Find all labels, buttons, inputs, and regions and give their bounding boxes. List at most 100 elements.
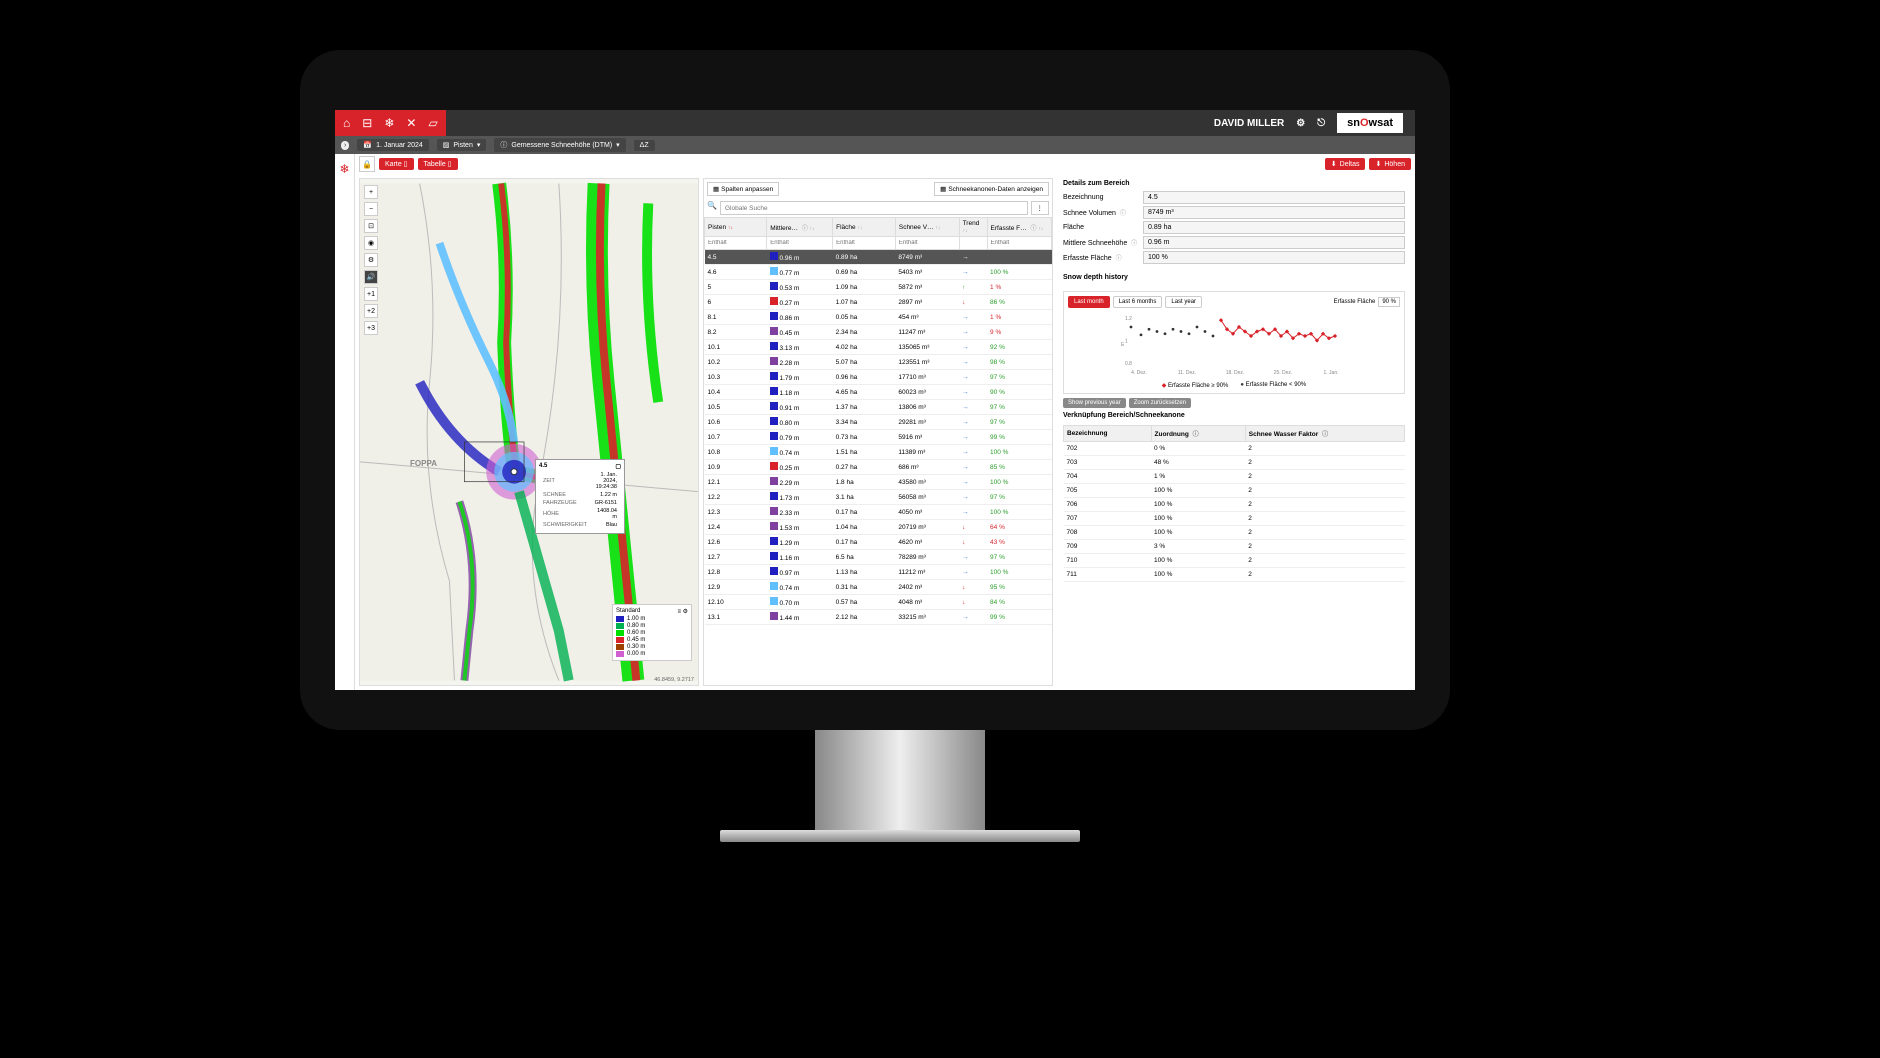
plus1[interactable]: +1 xyxy=(364,287,378,301)
svg-text:4. Dez.: 4. Dez. xyxy=(1131,370,1147,376)
tab-karte[interactable]: Karte ▯ xyxy=(379,158,414,170)
table-row[interactable]: 12.9 0.74 m0.31 ha2402 m³↓95 % xyxy=(705,580,1052,595)
table-row[interactable]: 12.2 1.73 m3.1 ha56058 m³→97 % xyxy=(705,490,1052,505)
snowflake-rail-icon[interactable]: ❄ xyxy=(335,162,354,176)
locate[interactable]: ◉ xyxy=(364,236,378,250)
delta-z[interactable]: ΔZ xyxy=(634,140,655,151)
svg-text:11. Dez.: 11. Dez. xyxy=(1178,370,1196,376)
link-row[interactable]: 705100 %2 xyxy=(1064,484,1405,498)
map-label-foppa: FOPPA xyxy=(410,459,437,468)
filter-3[interactable] xyxy=(897,238,958,248)
map-panel[interactable]: FOPPA + − ⊡ ◉ ⚙ 🔊 +1 +2 +3 xyxy=(359,178,699,686)
global-search[interactable] xyxy=(720,201,1028,215)
col-3[interactable]: Schnee V… ↑↓ xyxy=(895,218,959,237)
tools-icon[interactable]: ✕ xyxy=(406,116,416,130)
table-row[interactable]: 10.4 1.18 m4.65 ha60023 m³→90 % xyxy=(705,385,1052,400)
table-row[interactable]: 12.1 2.29 m1.8 ha43580 m³→100 % xyxy=(705,475,1052,490)
table-row[interactable]: 6 0.27 m1.07 ha2897 m³↓86 % xyxy=(705,295,1052,310)
zoom-in[interactable]: + xyxy=(364,185,378,199)
svg-text:1. Jan.: 1. Jan. xyxy=(1323,370,1338,376)
table-row[interactable]: 10.8 0.74 m1.51 ha11389 m³→100 % xyxy=(705,445,1052,460)
filter-bar: › 📅 1. Januar 2024 ▨ Pisten ▾ ⓘ Gemessen… xyxy=(335,136,1415,154)
table-row[interactable]: 12.4 1.53 m1.04 ha20719 m³↓64 % xyxy=(705,520,1052,535)
table-row[interactable]: 12.6 1.29 m0.17 ha4620 m³↓43 % xyxy=(705,535,1052,550)
link-row[interactable]: 706100 %2 xyxy=(1064,498,1405,512)
table-row[interactable]: 12.7 1.16 m6.5 ha78289 m³→97 % xyxy=(705,550,1052,565)
link-row[interactable]: 708100 %2 xyxy=(1064,526,1405,540)
col-1[interactable]: Mittlere… ↑↓ xyxy=(767,218,833,237)
chart-title: Snow depth history xyxy=(1063,274,1405,281)
table-row[interactable]: 10.1 3.13 m4.02 ha135065 m³→92 % xyxy=(705,340,1052,355)
col-4[interactable]: Trend ↑↓ xyxy=(959,218,987,237)
zoom-out[interactable]: − xyxy=(364,202,378,216)
svg-text:1: 1 xyxy=(1125,339,1128,345)
svg-text:1.2: 1.2 xyxy=(1125,316,1132,322)
map-tools: + − ⊡ ◉ ⚙ 🔊 +1 +2 +3 xyxy=(364,185,378,335)
link-row[interactable]: 711100 %2 xyxy=(1064,568,1405,582)
expand-icon[interactable]: › xyxy=(341,141,349,150)
table-row[interactable]: 5 0.53 m1.09 ha5872 m³↑1 % xyxy=(705,280,1052,295)
tab-tabelle[interactable]: Tabelle ▯ xyxy=(418,158,458,170)
table-row[interactable]: 13.1 1.44 m2.12 ha33215 m³→99 % xyxy=(705,610,1052,625)
link-row[interactable]: 7093 %2 xyxy=(1064,540,1405,554)
details-panel: Details zum Bereich Bezeichnung4.5Schnee… xyxy=(1057,178,1411,686)
col-5[interactable]: Erfasste F… ↑↓ xyxy=(987,218,1051,237)
link-row[interactable]: 707100 %2 xyxy=(1064,512,1405,526)
table-row[interactable]: 4.6 0.77 m0.69 ha5403 m³→100 % xyxy=(705,265,1052,280)
col-0[interactable]: Pisten ↑↓ xyxy=(705,218,767,237)
edit-icon[interactable]: ▱ xyxy=(428,116,437,130)
tab-last-month[interactable]: Last month xyxy=(1068,296,1110,308)
btn-columns[interactable]: ▦ Spalten anpassen xyxy=(707,182,779,196)
table-row[interactable]: 10.2 2.28 m5.07 ha123551 m³→98 % xyxy=(705,355,1052,370)
link-row[interactable]: 710100 %2 xyxy=(1064,554,1405,568)
table-row[interactable]: 10.9 0.25 m0.27 ha686 m³→85 % xyxy=(705,460,1052,475)
table-row[interactable]: 8.1 0.86 m0.05 ha454 m³→1 % xyxy=(705,310,1052,325)
map-legend: Standard≡ ⚙ 1.00 m0.80 m0.60 m0.45 m0.30… xyxy=(612,604,692,661)
date-picker[interactable]: 📅 1. Januar 2024 xyxy=(357,139,428,151)
btn-snowguns[interactable]: ▦ Schneekanonen-Daten anzeigen xyxy=(934,182,1049,196)
layer-measurement[interactable]: ⓘ Gemessene Schneehöhe (DTM) ▾ xyxy=(494,138,625,152)
details-title: Details zum Bereich xyxy=(1063,180,1405,187)
snow-depth-chart: Last month Last 6 months Last year Erfas… xyxy=(1063,291,1405,394)
table-row[interactable]: 10.7 0.79 m0.73 ha5916 m³→99 % xyxy=(705,430,1052,445)
tab-last-6months[interactable]: Last 6 months xyxy=(1113,296,1163,308)
col-2[interactable]: Fläche ↑↓ xyxy=(833,218,896,237)
filter-5[interactable] xyxy=(989,238,1050,248)
table-row[interactable]: 8.2 0.45 m2.34 ha11247 m³→9 % xyxy=(705,325,1052,340)
filter-0[interactable] xyxy=(706,238,765,248)
table-row[interactable]: 10.6 0.80 m3.34 ha29281 m³→97 % xyxy=(705,415,1052,430)
layers[interactable]: ⚙ xyxy=(364,253,378,267)
left-rail: ❄ xyxy=(335,154,355,690)
table-row[interactable]: 12.3 2.33 m0.17 ha4050 m³→100 % xyxy=(705,505,1052,520)
search-settings[interactable]: ⋮ xyxy=(1031,201,1050,215)
snowflake-icon[interactable]: ❄ xyxy=(384,116,394,130)
fit-extent[interactable]: ⊡ xyxy=(364,219,378,233)
layer-pisten[interactable]: ▨ Pisten ▾ xyxy=(437,139,487,151)
gear-icon[interactable]: ⚙ xyxy=(1296,118,1305,129)
logout-icon[interactable]: ⎋ xyxy=(1317,118,1325,129)
link-row[interactable]: 70348 %2 xyxy=(1064,456,1405,470)
table-row[interactable]: 12.8 0.97 m1.13 ha11212 m³→100 % xyxy=(705,565,1052,580)
vehicle-icon[interactable]: ⊟ xyxy=(362,116,372,130)
btn-show-previous[interactable]: Show previous year xyxy=(1063,398,1126,408)
search-icon: 🔍 xyxy=(707,201,717,215)
btn-zoom-reset[interactable]: Zoom zurücksetzen xyxy=(1129,398,1191,408)
link-row[interactable]: 7020 %2 xyxy=(1064,442,1405,456)
filter-2[interactable] xyxy=(834,238,894,248)
filter-1[interactable] xyxy=(768,238,831,248)
tab-last-year[interactable]: Last year xyxy=(1165,296,1202,308)
plus3[interactable]: +3 xyxy=(364,321,378,335)
table-row[interactable]: 10.3 1.79 m0.96 ha17710 m³→97 % xyxy=(705,370,1052,385)
plus2[interactable]: +2 xyxy=(364,304,378,318)
link-row[interactable]: 7041 %2 xyxy=(1064,470,1405,484)
btn-deltas[interactable]: ⬇ Deltas xyxy=(1325,158,1366,170)
lock-icon[interactable]: 🔒 xyxy=(359,156,375,172)
filter-threshold[interactable]: 90 % xyxy=(1378,297,1400,307)
sound-icon[interactable]: 🔊 xyxy=(364,270,378,284)
home-icon[interactable]: ⌂ xyxy=(343,116,350,130)
map-coords: 46.8459, 9.2717 xyxy=(654,677,694,683)
table-row[interactable]: 10.5 0.91 m1.37 ha13806 m³→97 % xyxy=(705,400,1052,415)
table-row[interactable]: 12.10 0.70 m0.57 ha4048 m³↓84 % xyxy=(705,595,1052,610)
btn-hohen[interactable]: ⬇ Höhen xyxy=(1369,158,1411,170)
table-row[interactable]: 4.5 0.96 m0.89 ha8749 m³→ xyxy=(705,250,1052,265)
